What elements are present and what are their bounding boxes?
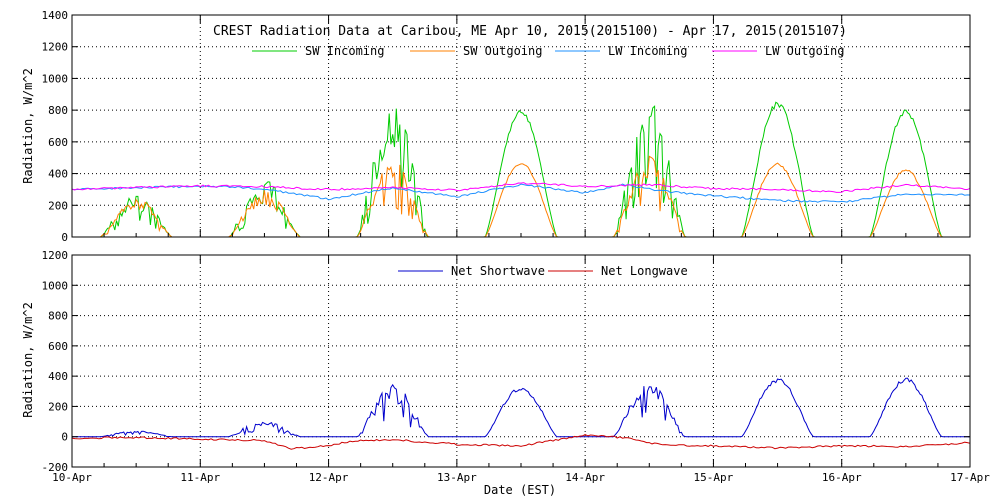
y-tick-label: 600 [48,136,68,149]
y-tick-label: -200 [42,461,69,474]
x-tick-label: 17-Apr [950,471,990,484]
x-tick-label: 13-Apr [437,471,477,484]
y-tick-label: 400 [48,370,68,383]
top-legend: SW Incoming SW Outgoing LW Incoming LW Outg… [252,44,844,58]
y-tick-label: 1200 [42,249,69,262]
x-tick-label: 16-Apr [822,471,862,484]
x-tick-label: 14-Apr [565,471,605,484]
series-line-lw-outgoing [72,182,970,193]
top-series [72,101,970,237]
y-tick-label: 800 [48,104,68,117]
x-tick-label: 10-Apr [52,471,92,484]
legend-label: SW Incoming [305,44,384,58]
bottom-legend: Net Shortwave Net Longwave [398,264,688,278]
x-tick-label: 12-Apr [309,471,349,484]
legend-label: LW Incoming [608,44,687,58]
top-y-axis-label: Radiation, W/m^2 [21,68,35,184]
y-tick-label: 200 [48,400,68,413]
legend-label: LW Outgoing [765,44,844,58]
y-tick-label: 1000 [42,72,69,85]
x-tick-label: 11-Apr [180,471,220,484]
bottom-x-axis-label: Date (EST) [484,483,556,497]
x-tick-label: 15-Apr [694,471,734,484]
y-tick-label: 0 [61,431,68,444]
top-x-ticks [71,15,971,237]
bottom-series [72,377,970,450]
legend-label: Net Shortwave [451,264,545,278]
y-tick-label: 1000 [42,279,69,292]
y-tick-label: 600 [48,340,68,353]
series-line-sw-outgoing [72,155,970,237]
series-line-lw-incoming [72,183,970,203]
bottom-x-ticks: 10-Apr 11-Apr 12-Apr 13-Apr 14-Apr 15-Apr 16-A… [52,255,990,484]
legend-label: Net Longwave [601,264,688,278]
series-line-sw-incoming [72,101,970,237]
top-grid [72,15,970,237]
y-tick-label: 1200 [42,41,69,54]
legend-label: SW Outgoing [463,44,542,58]
top-y-ticks: 0 200 400 600 800 1000 1200 1400 [42,9,970,244]
top-chart-title: CREST Radiation Data at Caribou, ME Apr … [213,24,847,39]
y-tick-label: 200 [48,199,68,212]
series-line-net-shortwave [72,377,970,438]
bottom-y-ticks: -200 0 200 400 600 800 1000 1200 [42,249,970,474]
series-line-net-longwave [72,433,970,450]
y-tick-label: 1400 [42,9,69,22]
y-tick-label: 400 [48,168,68,181]
y-tick-label: 800 [48,310,68,323]
y-tick-label: 0 [61,231,68,244]
bottom-panel: -200 0 200 400 600 800 1000 1200 10-Apr 11-Apr 12… [21,249,990,497]
top-panel: 0 200 400 600 800 1000 1200 1400 CREST Radiatio… [21,9,971,244]
bottom-y-axis-label: Radiation, W/m^2 [21,302,35,418]
